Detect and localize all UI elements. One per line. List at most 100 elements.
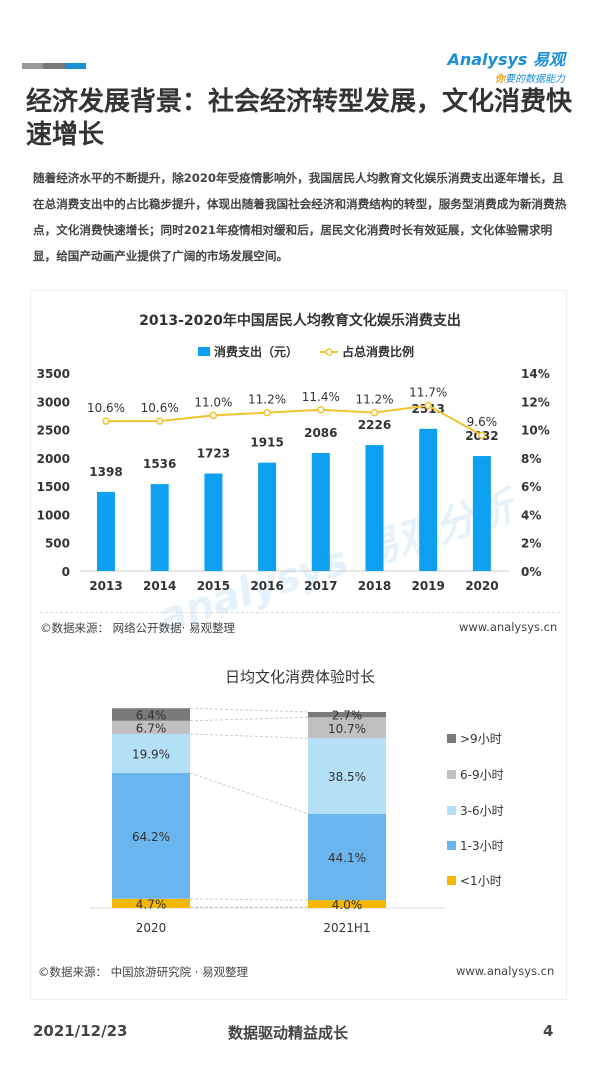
line-value-label: 11.2% — [248, 393, 286, 407]
y2-tick-label: 4% — [521, 508, 541, 522]
segment-value-label: 44.1% — [328, 851, 366, 865]
line-point — [102, 417, 110, 425]
bar-value-label: 2086 — [304, 426, 337, 440]
legend-bar-swatch — [198, 347, 210, 356]
x-tick-label: 2018 — [358, 579, 391, 593]
intro-paragraph: 随着经济水平的不断提升，除2020年受疫情影响外，我国居民人均教育文化娱乐消费支… — [33, 171, 567, 263]
legend-label: <1小时 — [460, 874, 502, 888]
legend-bar-label: 消费支出（元） — [214, 344, 298, 359]
legend-line-label: 占总消费比例 — [342, 344, 414, 359]
segment-value-label: 38.5% — [328, 770, 366, 784]
line-series — [106, 404, 483, 437]
footer-slogan: 数据驱动精益成长 — [228, 1024, 349, 1042]
y-tick-label: 2000 — [37, 452, 70, 466]
legend-swatch — [447, 841, 456, 850]
bar — [311, 452, 330, 571]
stack-segment — [112, 898, 190, 908]
bar-value-label: 1398 — [89, 465, 122, 479]
segment-value-label: 64.2% — [132, 830, 170, 844]
segment-value-label: 19.9% — [132, 747, 170, 761]
segment-value-label: 6.4% — [136, 709, 167, 723]
stack-segment — [308, 813, 386, 901]
analysys-logo: Analysys 易观 你要的数据能力 — [447, 50, 565, 85]
segment-value-label: 2.7% — [332, 709, 363, 723]
source-2: ©数据来源： 中国旅游研究院 · 易观整理 — [38, 965, 249, 979]
chart-card — [30, 290, 567, 1000]
y2-tick-label: 12% — [521, 395, 550, 409]
line-value-label: 11.0% — [194, 395, 232, 409]
bar-value-label: 1723 — [197, 447, 230, 461]
bar — [150, 484, 169, 571]
y2-tick-label: 8% — [521, 452, 541, 466]
line-point — [209, 411, 218, 420]
segment-value-label: 4.0% — [332, 898, 363, 912]
y2-tick-label: 0% — [521, 565, 541, 579]
divider — [40, 612, 560, 613]
line-value-label: 11.4% — [302, 390, 340, 404]
stack-segment — [308, 717, 386, 739]
x-tick-label: 2015 — [197, 579, 230, 593]
legend-label: >9小时 — [460, 732, 502, 746]
stack-segment — [112, 772, 190, 899]
y-tick-label: 0 — [62, 565, 70, 579]
line-value-label: 11.2% — [355, 393, 393, 407]
y2-tick-label: 10% — [521, 424, 550, 438]
bar — [472, 456, 491, 571]
x-tick-label: 2016 — [250, 579, 283, 593]
segment-value-label: 10.7% — [328, 722, 366, 736]
stack-segment — [112, 720, 190, 734]
y2-tick-label: 6% — [521, 480, 541, 494]
y-tick-label: 2500 — [37, 424, 70, 438]
footer-date: 2021/12/23 — [33, 1022, 128, 1040]
bar — [258, 462, 277, 571]
line-point — [155, 417, 164, 425]
bar — [419, 428, 438, 571]
y-tick-label: 1500 — [37, 480, 70, 494]
bar — [365, 445, 384, 571]
legend-label: 1-3小时 — [460, 839, 504, 853]
connector-line — [189, 898, 309, 901]
y2-tick-label: 2% — [521, 537, 541, 551]
chart1-title: 2013-2020年中国居民人均教育文化娱乐消费支出 — [139, 313, 461, 329]
page-title: 经济发展背景：社会经济转型发展，文化消费快速增长 — [26, 87, 573, 150]
stack-segment — [308, 738, 386, 814]
line-point — [424, 401, 432, 410]
source-1-url[interactable]: www.analysys.cn — [459, 620, 558, 634]
x-tick-label: 2013 — [89, 579, 122, 593]
line-point — [370, 408, 379, 417]
segment-value-label: 4.7% — [136, 897, 167, 911]
stack-segment — [112, 708, 190, 721]
line-value-label: 9.6% — [467, 415, 498, 429]
x-tick-label: 2020 — [465, 579, 498, 593]
stack-segment — [308, 712, 386, 718]
bar-value-label: 1915 — [250, 436, 283, 450]
segment-value-label: 6.7% — [136, 721, 167, 735]
x-tick-label: 2017 — [304, 579, 337, 593]
legend-swatch — [447, 806, 456, 815]
y2-tick-label: 14% — [521, 367, 550, 381]
y-tick-label: 500 — [45, 537, 70, 551]
line-value-label: 11.7% — [409, 386, 447, 400]
legend-line-marker — [325, 348, 333, 356]
line-point — [263, 408, 271, 417]
stack-segment — [112, 733, 190, 773]
bar — [204, 473, 223, 571]
y-tick-label: 3500 — [37, 367, 70, 381]
connector-line — [189, 772, 309, 815]
y-tick-label: 1000 — [37, 508, 70, 522]
chart2-title: 日均文化消费体验时长 — [224, 668, 375, 686]
x-tick-label: 2014 — [143, 579, 176, 593]
legend-swatch — [447, 876, 456, 885]
source-2-url[interactable]: www.analysys.cn — [456, 964, 555, 978]
legend-label: 6-9小时 — [460, 768, 504, 782]
line-point — [317, 406, 325, 414]
header-accent-bar — [22, 63, 86, 69]
chart2: 4.7% 64.2% 19.9% 6.7%6.4% 2020 4.0% 44.1% 38.5%… — [90, 707, 504, 935]
x-tick-label: 2020 — [136, 921, 167, 935]
connector-line — [189, 733, 309, 739]
bar-value-label: 2226 — [358, 418, 391, 432]
connector-line — [189, 716, 309, 722]
bar — [97, 491, 115, 571]
bar-value-label: 1536 — [143, 457, 176, 471]
x-tick-label: 2021H1 — [323, 921, 370, 935]
